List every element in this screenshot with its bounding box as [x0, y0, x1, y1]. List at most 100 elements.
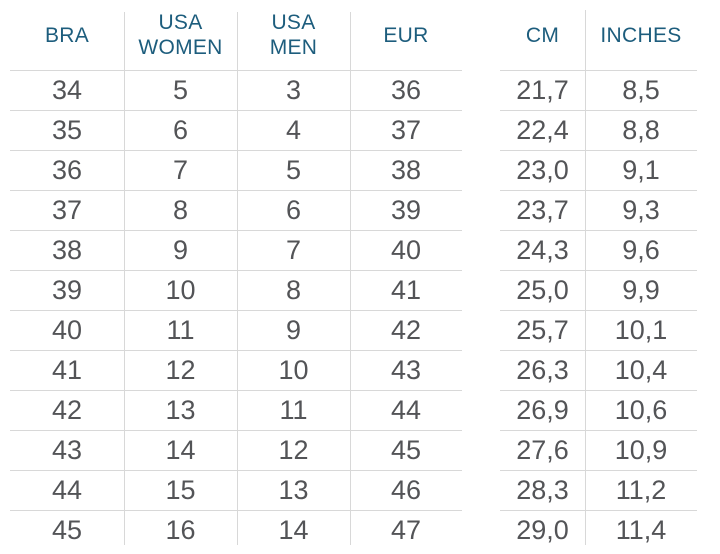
table-cell: 13 [278, 475, 309, 505]
table-cell: 8,8 [622, 115, 660, 145]
table-cell: 11,2 [615, 475, 667, 505]
table-cell: 22,4 [516, 115, 569, 145]
table-cell: 23,0 [516, 155, 569, 185]
table-cell: 38 [390, 155, 422, 185]
table-cell: 10 [278, 355, 309, 385]
table-header-row: BRA USA WOMEN USA MEN EUR [10, 0, 462, 70]
table-cell: 38 [51, 235, 83, 265]
table-cell: 9,3 [622, 195, 660, 225]
table-cell: 16 [165, 515, 196, 545]
table-cell: 46 [390, 475, 422, 505]
column-header-bra: BRA [44, 23, 90, 47]
table-row: 26,3 10,4 [500, 350, 697, 390]
table-cell: 5 [172, 75, 189, 105]
table-cell: 15 [165, 475, 196, 505]
table-cell: 37 [390, 115, 422, 145]
table-cell: 45 [390, 435, 422, 465]
table-cell: 9 [285, 315, 302, 345]
table-cell: 24,3 [516, 235, 569, 265]
table-cell: 26,9 [516, 395, 569, 425]
table-cell: 13 [165, 395, 196, 425]
table-row: 40 11 9 42 [10, 310, 462, 350]
table-row: 22,4 8,8 [500, 110, 697, 150]
table-cell: 41 [51, 355, 83, 385]
table-cell: 11,4 [615, 515, 667, 545]
table-row: 28,3 11,2 [500, 470, 697, 510]
table-cell: 42 [390, 315, 422, 345]
table-cell: 21,7 [516, 75, 569, 105]
table-cell: 8,5 [622, 75, 660, 105]
table-cell: 4 [285, 115, 302, 145]
column-header-eur: EUR [383, 23, 429, 47]
table-row: 44 15 13 46 [10, 470, 462, 510]
table-cell: 10 [165, 275, 196, 305]
column-header-inches: INCHES [600, 23, 682, 47]
table-row: 42 13 11 44 [10, 390, 462, 430]
table-row: 27,6 10,9 [500, 430, 697, 470]
table-cell: 6 [172, 115, 189, 145]
table-cell: 25,7 [516, 315, 569, 345]
table-cell: 42 [51, 395, 83, 425]
table-cell: 27,6 [516, 435, 569, 465]
table-cell: 43 [51, 435, 83, 465]
table-cell: 6 [285, 195, 302, 225]
column-divider [124, 12, 125, 545]
table-row: 35 6 4 37 [10, 110, 462, 150]
table-cell: 44 [51, 475, 83, 505]
table-cell: 36 [51, 155, 83, 185]
column-divider [585, 10, 586, 545]
table-cell: 36 [390, 75, 422, 105]
table-cell: 37 [51, 195, 83, 225]
table-cell: 8 [285, 275, 302, 305]
table-cell: 11 [166, 315, 195, 345]
table-row: 23,7 9,3 [500, 190, 697, 230]
table-row: 26,9 10,6 [500, 390, 697, 430]
table-row: 43 14 12 45 [10, 430, 462, 470]
table-cell: 35 [51, 115, 83, 145]
table-row: 45 16 14 47 [10, 510, 462, 550]
table-row: 36 7 5 38 [10, 150, 462, 190]
table-cell: 43 [390, 355, 422, 385]
table-header-row: CM INCHES [500, 0, 697, 70]
table-cell: 10,6 [614, 395, 668, 425]
table-cell: 12 [165, 355, 196, 385]
table-cell: 14 [165, 435, 196, 465]
table-cell: 12 [278, 435, 309, 465]
table-cell: 14 [278, 515, 309, 545]
table-cell: 47 [390, 515, 422, 545]
table-row: 21,7 8,5 [500, 70, 697, 110]
table-cell: 9,6 [622, 235, 660, 265]
table-body: 21,7 8,5 22,4 8,8 23,0 9,1 23,7 9,3 24,3 9,6 25,0 9… [500, 70, 697, 550]
table-row: 37 8 6 39 [10, 190, 462, 230]
size-table-regions: BRA USA WOMEN USA MEN EUR 34 5 3 36 35 6 4 37 36… [10, 0, 462, 550]
table-row: 25,7 10,1 [500, 310, 697, 350]
table-cell: 34 [51, 75, 83, 105]
table-cell: 10,4 [614, 355, 668, 385]
table-row: 23,0 9,1 [500, 150, 697, 190]
table-cell: 5 [285, 155, 302, 185]
table-row: 25,0 9,9 [500, 270, 697, 310]
table-body: 34 5 3 36 35 6 4 37 36 7 5 38 37 8 6 39 38 9 7 40 39 10 8 41 40 1… [10, 70, 462, 550]
column-divider [237, 12, 238, 545]
table-row: 29,0 11,4 [500, 510, 697, 550]
table-cell: 40 [51, 315, 83, 345]
table-row: 24,3 9,6 [500, 230, 697, 270]
table-cell: 29,0 [516, 515, 569, 545]
table-row: 34 5 3 36 [10, 70, 462, 110]
table-cell: 10,1 [614, 315, 668, 345]
table-cell: 28,3 [516, 475, 569, 505]
column-divider [350, 12, 351, 545]
table-cell: 7 [172, 155, 189, 185]
table-cell: 8 [172, 195, 189, 225]
table-cell: 40 [390, 235, 422, 265]
table-cell: 45 [51, 515, 83, 545]
table-cell: 23,7 [516, 195, 569, 225]
table-cell: 39 [51, 275, 83, 305]
table-row: 38 9 7 40 [10, 230, 462, 270]
table-cell: 44 [390, 395, 422, 425]
size-table-measurements: CM INCHES 21,7 8,5 22,4 8,8 23,0 9,1 23,7 9,3 24… [500, 0, 697, 550]
table-cell: 7 [285, 235, 302, 265]
column-header-usa-men: USA MEN [269, 11, 318, 59]
table-cell: 9 [172, 235, 189, 265]
